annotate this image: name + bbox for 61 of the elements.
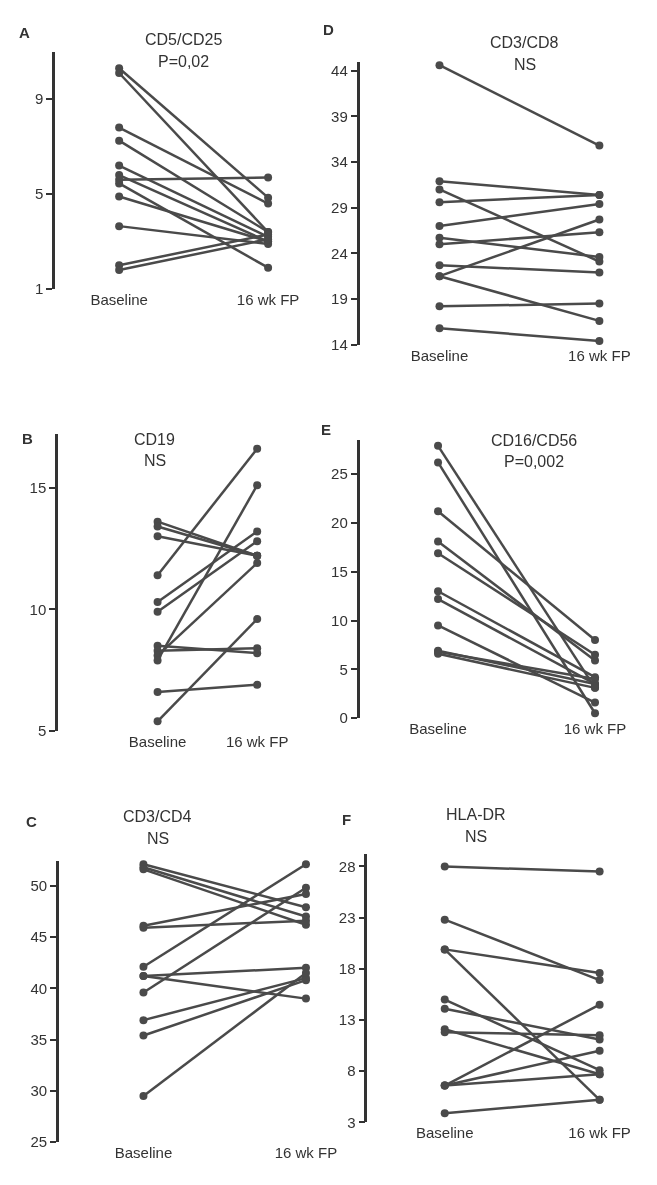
y-tick-label: 3 bbox=[347, 1113, 356, 1131]
x-tick-label: Baseline bbox=[90, 291, 148, 309]
chart-title: CD19 bbox=[134, 431, 176, 448]
y-tick-label: 28 bbox=[338, 857, 356, 875]
text: E bbox=[321, 421, 332, 438]
y-tick-label: 19 bbox=[331, 290, 348, 308]
y-tick-label: 20 bbox=[331, 514, 348, 532]
y-tick-label: 44 bbox=[331, 61, 348, 79]
y-tick-label: 14 bbox=[331, 335, 348, 353]
text: NS bbox=[144, 452, 167, 469]
y-tick-label: 29 bbox=[331, 198, 348, 216]
y-tick-label: 9 bbox=[35, 90, 44, 108]
x-tick-label: 16 wk FP bbox=[568, 1124, 631, 1142]
y-tick-label: 45 bbox=[30, 928, 48, 946]
x-tick-label: Baseline bbox=[114, 1144, 173, 1162]
x-tick-label: Baseline bbox=[128, 733, 187, 751]
chart-title: HLA-DR bbox=[446, 806, 506, 823]
chart-title: CD3/CD8 bbox=[490, 34, 559, 51]
y-tick-label: 8 bbox=[347, 1062, 356, 1080]
x-tick-label: 16 wk FP bbox=[225, 733, 289, 751]
y-tick-label: 30 bbox=[30, 1082, 48, 1100]
x-tick-label: Baseline bbox=[410, 346, 469, 364]
x-tick-label: 16 wk FP bbox=[274, 1144, 338, 1162]
y-tick-label: 18 bbox=[338, 960, 356, 978]
y-tick-label: 10 bbox=[331, 611, 348, 629]
x-tick-label: Baseline bbox=[415, 1124, 474, 1142]
x-tick-label: 16 wk FP bbox=[563, 720, 627, 738]
x-tick-label: 16 wk FP bbox=[236, 291, 300, 309]
text: D bbox=[323, 21, 334, 38]
chart-subtitle: NS bbox=[147, 830, 170, 847]
text: F bbox=[342, 811, 352, 828]
y-tick-label: 40 bbox=[30, 979, 48, 997]
y-tick-label: 35 bbox=[30, 1030, 48, 1048]
x-tick-label: 16 wk FP bbox=[568, 346, 631, 364]
text: B bbox=[22, 430, 33, 447]
y-tick-label: 25 bbox=[30, 1133, 48, 1151]
y-tick-label: 5 bbox=[35, 185, 44, 203]
y-tick-label: 10 bbox=[29, 600, 47, 618]
text: C bbox=[26, 813, 37, 830]
chart-subtitle: NS bbox=[465, 828, 488, 845]
text: P=0,002 bbox=[504, 453, 565, 470]
y-tick-label: 1 bbox=[35, 280, 44, 298]
y-tick-label: 15 bbox=[331, 563, 348, 580]
y-tick-label: 13 bbox=[338, 1011, 356, 1029]
chart-subtitle: P=0,02 bbox=[158, 53, 210, 70]
y-tick-label: 15 bbox=[29, 478, 47, 496]
y-tick-label: 50 bbox=[30, 877, 48, 895]
text: A bbox=[19, 24, 30, 41]
x-tick-label: Baseline bbox=[409, 720, 467, 738]
y-tick-label: 23 bbox=[338, 908, 356, 926]
chart-subtitle: NS bbox=[514, 56, 537, 73]
y-tick-label: 5 bbox=[339, 660, 348, 678]
chart-title: CD3/CD4 bbox=[123, 808, 192, 825]
y-tick-label: 0 bbox=[339, 709, 348, 727]
y-tick-label: 34 bbox=[331, 153, 348, 171]
y-tick-label: 25 bbox=[331, 465, 348, 483]
y-tick-label: 5 bbox=[37, 722, 47, 740]
chart-title: CD16/CD56 bbox=[491, 432, 578, 449]
chart-title: CD5/CD25 bbox=[145, 31, 223, 48]
y-tick-label: 24 bbox=[331, 244, 348, 262]
y-tick-label: 39 bbox=[331, 107, 348, 125]
